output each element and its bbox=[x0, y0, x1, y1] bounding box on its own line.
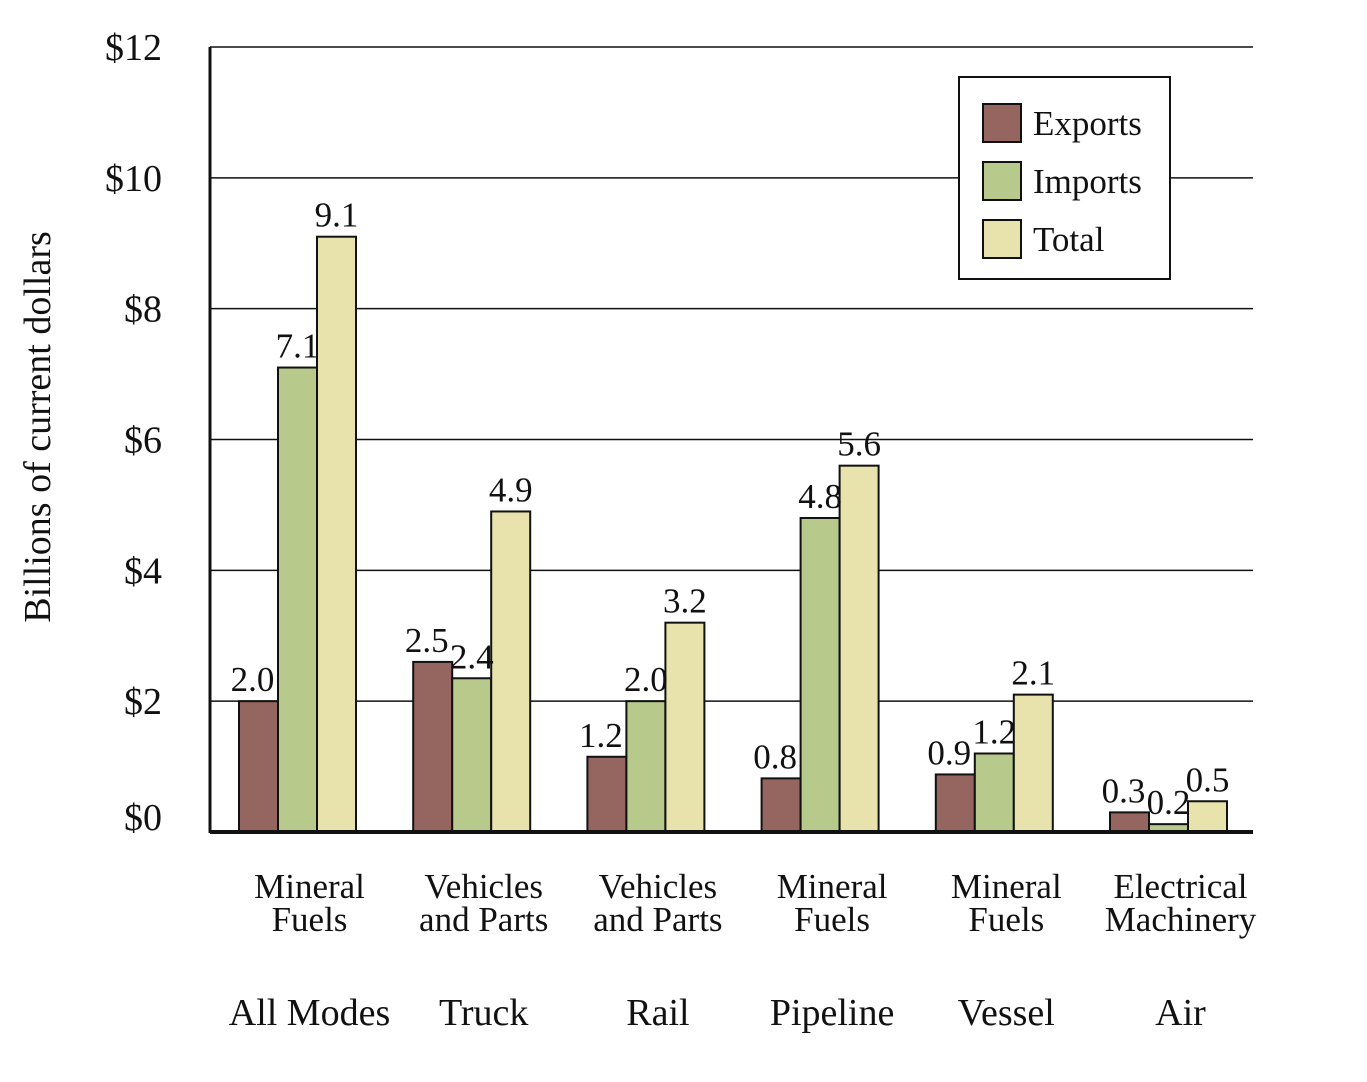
bars bbox=[238, 235, 1228, 834]
category-label: Vehicles bbox=[599, 867, 718, 906]
data-label: 1.2 bbox=[972, 713, 1016, 752]
legend-swatch-imports bbox=[982, 161, 1022, 201]
bar-imports bbox=[973, 752, 1015, 833]
legend-label: Total bbox=[1033, 220, 1105, 259]
mode-label: Vessel bbox=[958, 992, 1055, 1034]
y-tick-label: $2 bbox=[124, 681, 162, 723]
bar-exports bbox=[586, 755, 628, 833]
data-label: 0.8 bbox=[753, 737, 797, 776]
category-label: Fuels bbox=[272, 900, 348, 939]
mode-label: Air bbox=[1155, 992, 1206, 1034]
category-label: and Parts bbox=[593, 900, 722, 939]
bar-imports bbox=[625, 700, 667, 834]
category-label: Mineral bbox=[254, 867, 365, 906]
bar-imports bbox=[799, 517, 841, 833]
y-tick-label: $4 bbox=[124, 550, 162, 592]
bar-exports bbox=[238, 700, 279, 834]
axes bbox=[208, 47, 1253, 834]
category-label: and Parts bbox=[419, 900, 548, 939]
category-label: Mineral bbox=[777, 867, 888, 906]
legend-label: Exports bbox=[1033, 104, 1142, 143]
y-tick-label: $10 bbox=[105, 158, 162, 200]
y-tick-label: $0 bbox=[124, 797, 162, 839]
data-label: 2.1 bbox=[1011, 654, 1055, 693]
data-label: 4.9 bbox=[489, 470, 533, 509]
category-label: Fuels bbox=[968, 900, 1044, 939]
data-label: 0.5 bbox=[1186, 760, 1230, 799]
legend-swatch-exports bbox=[982, 103, 1022, 143]
mode-labels: All Modes Truck Rail Pipeline Vessel Air bbox=[229, 992, 1206, 1034]
legend: Exports Imports Total bbox=[958, 76, 1171, 280]
data-label: 0.3 bbox=[1102, 771, 1146, 810]
y-tick-label: $12 bbox=[105, 27, 162, 69]
data-label: 0.9 bbox=[927, 733, 971, 772]
legend-label: Imports bbox=[1033, 162, 1142, 201]
data-label: 1.2 bbox=[579, 716, 623, 755]
category-label: Mineral bbox=[951, 867, 1062, 906]
mode-label: Pipeline bbox=[770, 992, 895, 1034]
data-label: 2.0 bbox=[231, 660, 275, 699]
data-label: 0.2 bbox=[1147, 783, 1191, 822]
bar-exports bbox=[934, 773, 976, 834]
bar-total bbox=[1187, 800, 1228, 833]
y-axis-label: Billions of current dollars bbox=[17, 231, 59, 623]
mode-label: Rail bbox=[626, 992, 689, 1034]
data-label: 5.6 bbox=[837, 425, 881, 464]
y-tick-label: $6 bbox=[124, 420, 162, 462]
bar-exports bbox=[412, 660, 454, 834]
y-tick-labels: $0 $2 $4 $6 $8 $10 $12 bbox=[105, 27, 162, 839]
legend-swatch-total bbox=[982, 219, 1022, 259]
category-label: Vehicles bbox=[424, 867, 543, 906]
bar-total bbox=[316, 235, 357, 834]
data-label: 2.0 bbox=[624, 660, 668, 699]
data-labels: 2.07.19.12.5 2.44.91.22.03.20.84.85.60.91… bbox=[231, 196, 1230, 822]
gridlines bbox=[210, 46, 1253, 702]
data-label: 3.2 bbox=[663, 582, 707, 621]
bar-total bbox=[838, 464, 880, 833]
category-label: Electrical bbox=[1113, 867, 1247, 906]
bar-imports bbox=[451, 677, 493, 833]
data-label: 9.1 bbox=[315, 196, 359, 235]
y-tick-label: $8 bbox=[124, 289, 162, 331]
bar-total bbox=[490, 510, 532, 833]
data-label: 2.4 bbox=[450, 637, 494, 676]
category-label: Machinery bbox=[1105, 900, 1257, 939]
mode-label: Truck bbox=[439, 992, 528, 1034]
mode-label: All Modes bbox=[229, 992, 391, 1034]
bar-exports bbox=[1109, 811, 1150, 833]
data-label: 2.5 bbox=[405, 621, 449, 660]
bar-exports bbox=[760, 777, 802, 834]
data-label: 7.1 bbox=[276, 327, 320, 366]
bar-total bbox=[664, 621, 706, 834]
data-label: 4.8 bbox=[798, 477, 842, 516]
bar-imports bbox=[277, 366, 318, 833]
bar-total bbox=[1012, 693, 1054, 833]
category-label: Fuels bbox=[794, 900, 870, 939]
